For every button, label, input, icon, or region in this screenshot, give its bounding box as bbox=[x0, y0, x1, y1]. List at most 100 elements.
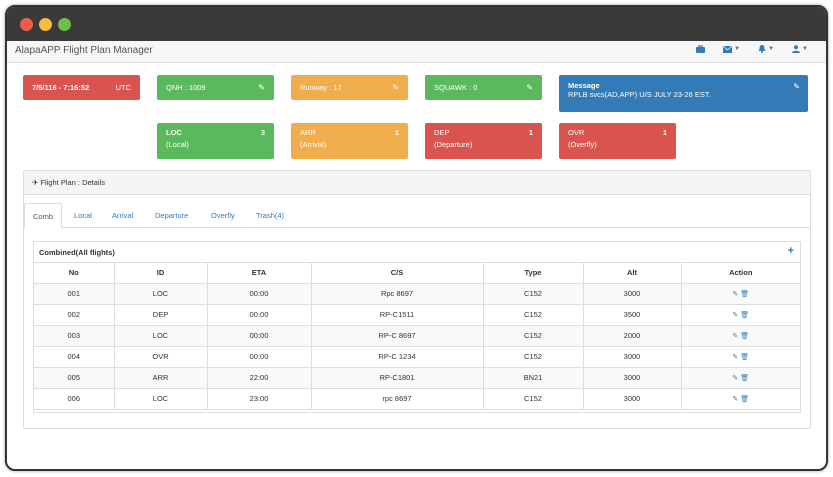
cell-type: C152 bbox=[482, 303, 584, 326]
user-icon[interactable]: ▼ bbox=[792, 45, 808, 53]
stat-tile-dep[interactable]: DEP 1 (Departure) bbox=[425, 123, 542, 159]
stat-tile-arr[interactable]: ARR 1 (Arrival) bbox=[291, 123, 408, 159]
table-row: 006 LOC 23:00 rpc 8697 C152 3000 ✎ 🗑 bbox=[34, 387, 800, 410]
app-title: AlapaAPP Flight Plan Manager bbox=[15, 45, 153, 56]
tab-local[interactable]: Local bbox=[74, 211, 92, 220]
cell-type: C152 bbox=[482, 282, 584, 305]
stat-code: COMB bbox=[32, 128, 55, 137]
edit-icon[interactable]: ✎ bbox=[732, 375, 739, 382]
flight-plan-panel: ✈ Flight Plan : Details Comb Local Arriv… bbox=[23, 170, 811, 429]
cell-cs: RP-C1801 bbox=[310, 366, 484, 389]
stat-count: 1 bbox=[662, 128, 667, 137]
cell-type: C152 bbox=[482, 387, 584, 410]
cell-id: DEP bbox=[113, 303, 208, 326]
cell-id: LOC bbox=[113, 282, 208, 305]
datetime-value: 7/5/116 - 7:16:52 bbox=[32, 83, 90, 92]
flights-table: No ID ETA C/S Type Alt Action 001 LOC bbox=[34, 263, 800, 410]
cell-eta: 00:00 bbox=[206, 303, 312, 326]
cell-id: OVR bbox=[113, 345, 208, 368]
cell-alt: 3000 bbox=[582, 366, 682, 389]
bell-icon[interactable]: ▼ bbox=[758, 45, 774, 53]
table-row: 001 LOC 00:00 Rpc 8697 C152 3000 ✎ 🗑 bbox=[34, 282, 800, 305]
trash-icon[interactable]: 🗑 bbox=[740, 354, 750, 361]
trash-icon[interactable]: 🗑 bbox=[740, 333, 750, 340]
cell-action: ✎ 🗑 bbox=[680, 303, 800, 326]
pencil-icon[interactable]: ✎ bbox=[258, 83, 265, 92]
cell-no: 004 bbox=[34, 345, 115, 368]
stat-code: OVR bbox=[568, 128, 585, 137]
table-heading: Combined(All flights) + bbox=[34, 242, 800, 263]
cell-eta: 00:00 bbox=[206, 324, 312, 347]
stat-name: (Combined) bbox=[32, 140, 72, 149]
squawk-label: SQUAWK : 0 bbox=[434, 83, 478, 92]
cell-no: 005 bbox=[34, 366, 115, 389]
stat-tile-comb[interactable]: COMB 6 (Combined) bbox=[23, 123, 140, 159]
cell-alt: 3500 bbox=[582, 303, 682, 326]
datetime-tile: 7/5/116 - 7:16:52 UTC bbox=[23, 75, 140, 100]
stat-count: 1 bbox=[394, 128, 399, 137]
edit-icon[interactable]: ✎ bbox=[732, 291, 739, 298]
table-row: 003 LOC 00:00 RP-C 8697 C152 2000 ✎ 🗑 bbox=[34, 324, 800, 347]
edit-icon[interactable]: ✎ bbox=[732, 312, 739, 319]
message-title: Message bbox=[568, 81, 600, 90]
chevron-down-icon: ▼ bbox=[802, 46, 808, 52]
tab-trash[interactable]: Trash(4) bbox=[256, 211, 285, 220]
close-window-button[interactable] bbox=[20, 18, 33, 31]
edit-icon[interactable]: ✎ bbox=[732, 354, 739, 361]
stat-code: DEP bbox=[434, 128, 450, 137]
tab-overfly[interactable]: Overfly bbox=[211, 211, 235, 220]
table-row: 005 ARR 22:00 RP-C1801 BN21 3000 ✎ 🗑 bbox=[34, 366, 800, 389]
envelope-icon[interactable]: ▼ bbox=[723, 45, 740, 53]
flights-table-panel: Combined(All flights) + No ID ETA C/S Ty… bbox=[33, 241, 801, 413]
cell-id: LOC bbox=[113, 387, 208, 410]
trash-icon[interactable]: 🗑 bbox=[740, 396, 750, 403]
stat-tile-ovr[interactable]: OVR 1 (Overfly) bbox=[559, 123, 676, 159]
table-header-row: No ID ETA C/S Type Alt Action bbox=[34, 263, 800, 284]
edit-icon[interactable]: ✎ bbox=[732, 333, 739, 340]
cell-cs: RP-C 8697 bbox=[310, 324, 484, 347]
cell-no: 002 bbox=[34, 303, 115, 326]
minimize-window-button[interactable] bbox=[39, 18, 52, 31]
window-titlebar bbox=[7, 7, 826, 41]
cell-action: ✎ 🗑 bbox=[680, 282, 800, 305]
pencil-icon[interactable]: ✎ bbox=[526, 83, 533, 92]
trash-icon[interactable]: 🗑 bbox=[740, 291, 750, 298]
stat-count: 6 bbox=[126, 128, 131, 137]
stat-code: LOC bbox=[166, 128, 182, 137]
stat-count: 3 bbox=[260, 128, 265, 137]
squawk-tile: SQUAWK : 0 ✎ bbox=[425, 75, 542, 100]
briefcase-icon[interactable] bbox=[696, 45, 706, 53]
chevron-down-icon: ▼ bbox=[734, 46, 741, 52]
column-header-alt: Alt bbox=[582, 263, 682, 284]
pencil-icon[interactable]: ✎ bbox=[392, 83, 399, 92]
qnh-label: QNH : 1009 bbox=[166, 83, 206, 92]
trash-icon[interactable]: 🗑 bbox=[740, 312, 750, 319]
panel-heading: ✈ Flight Plan : Details bbox=[24, 171, 810, 195]
column-header-no: No bbox=[34, 263, 115, 284]
stat-tile-loc[interactable]: LOC 3 (Local) bbox=[157, 123, 274, 159]
cell-alt: 3000 bbox=[582, 282, 682, 305]
column-header-action: Action bbox=[680, 263, 800, 284]
plane-icon: ✈ bbox=[32, 178, 39, 187]
cell-action: ✎ 🗑 bbox=[680, 387, 800, 410]
cell-cs: RP-C 1234 bbox=[310, 345, 484, 368]
cell-action: ✎ 🗑 bbox=[680, 324, 800, 347]
tab-arrival[interactable]: Arrival bbox=[112, 211, 134, 220]
column-header-eta: ETA bbox=[206, 263, 312, 284]
tab-departure[interactable]: Departure bbox=[155, 211, 189, 220]
stat-name: (Departure) bbox=[434, 140, 473, 149]
cell-alt: 3000 bbox=[582, 387, 682, 410]
cell-id: ARR bbox=[113, 366, 208, 389]
maximize-window-button[interactable] bbox=[58, 18, 71, 31]
column-header-id: ID bbox=[113, 263, 208, 284]
tab-bar: Comb Local Arrival Departure Overfly Tra… bbox=[24, 195, 810, 228]
cell-cs: Rpc 8697 bbox=[310, 282, 484, 305]
pencil-icon[interactable]: ✎ bbox=[793, 82, 800, 91]
trash-icon[interactable]: 🗑 bbox=[740, 375, 750, 382]
add-flight-icon[interactable]: + bbox=[787, 245, 794, 257]
tab-comb[interactable]: Comb bbox=[24, 203, 63, 228]
cell-alt: 2000 bbox=[582, 324, 682, 347]
runway-label: Runway : 17 bbox=[300, 83, 342, 92]
edit-icon[interactable]: ✎ bbox=[732, 396, 739, 403]
stat-count: 1 bbox=[528, 128, 533, 137]
